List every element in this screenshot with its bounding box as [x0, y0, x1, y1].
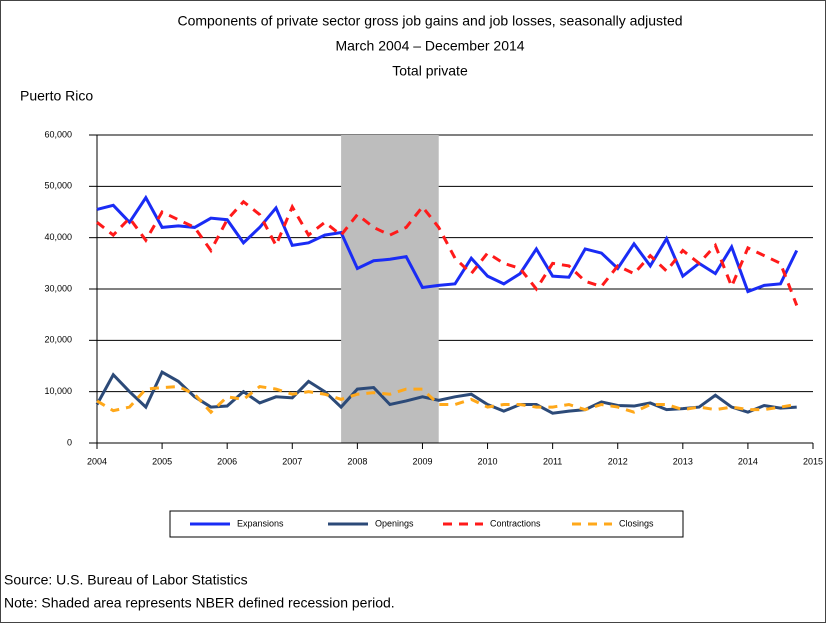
legend-label: Expansions [237, 518, 284, 528]
x-tick-label: 2005 [152, 456, 172, 466]
y-tick-label: 60,000 [44, 129, 72, 139]
series-line [96, 384, 797, 415]
y-tick-label: 30,000 [44, 283, 72, 293]
x-tick-label: 2012 [608, 456, 628, 466]
x-tick-label: 2014 [738, 456, 758, 466]
series-line [96, 199, 799, 306]
chart-subtitle: Total private [392, 63, 468, 79]
x-tick-label: 2010 [478, 456, 498, 466]
x-tick-label: 2009 [412, 456, 432, 466]
x-tick-label: 2013 [673, 456, 693, 466]
y-tick-label: 0 [67, 437, 72, 447]
chart-title: Components of private sector gross job g… [177, 13, 682, 29]
chart-subtitle: March 2004 – December 2014 [335, 38, 524, 54]
y-tick-label: 20,000 [44, 335, 72, 345]
recession-shade [341, 135, 439, 443]
x-tick-label: 2015 [803, 456, 823, 466]
series-line [96, 194, 799, 294]
legend-label: Closings [619, 518, 654, 528]
y-tick-label: 10,000 [44, 386, 72, 396]
x-tick-label: 2006 [217, 456, 237, 466]
legend-label: Openings [375, 518, 414, 528]
x-tick-label: 2008 [347, 456, 367, 466]
source: Source: U.S. Bureau of Labor Statistics [4, 572, 248, 588]
note: Note: Shaded area represents NBER define… [4, 595, 395, 611]
legend-box [169, 510, 684, 538]
legend-label: Contractions [490, 518, 541, 528]
x-tick-label: 2004 [87, 456, 107, 466]
x-tick-label: 2011 [543, 456, 562, 466]
y-tick-label: 40,000 [44, 232, 72, 242]
x-tick-label: 2007 [282, 456, 302, 466]
region-label: Puerto Rico [20, 88, 93, 104]
y-tick-label: 50,000 [44, 181, 72, 191]
